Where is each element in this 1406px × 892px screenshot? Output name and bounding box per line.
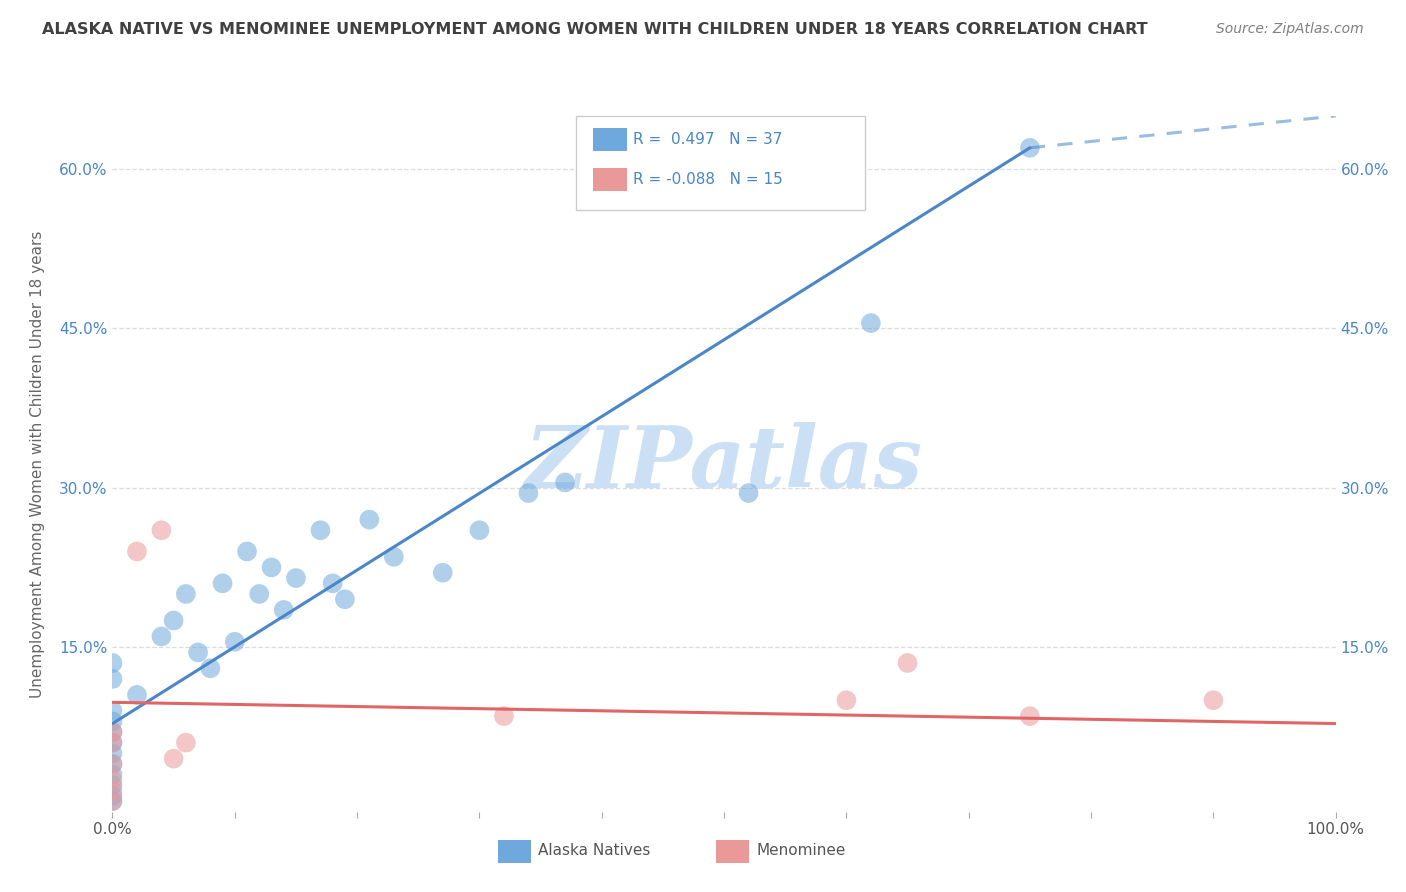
Point [211,576,233,591]
Point [382,549,405,564]
Point [432,566,454,580]
Point [1018,141,1040,155]
Point [101,756,124,771]
Point [1202,693,1225,707]
Text: Source: ZipAtlas.com: Source: ZipAtlas.com [1216,22,1364,37]
Point [150,523,173,537]
Point [101,725,124,739]
Text: ALASKA NATIVE VS MENOMINEE UNEMPLOYMENT AMONG WOMEN WITH CHILDREN UNDER 18 YEARS: ALASKA NATIVE VS MENOMINEE UNEMPLOYMENT … [42,22,1147,37]
Point [101,772,124,787]
Point [101,672,124,686]
Point [174,587,197,601]
Point [101,756,124,771]
Point [174,736,197,750]
Point [224,634,246,648]
Point [737,486,759,500]
Point [236,544,259,558]
Point [101,794,124,808]
Point [309,523,332,537]
Point [859,316,882,330]
Point [247,587,270,601]
Point [492,709,515,723]
Point [101,783,124,797]
Point [101,789,124,803]
Point [101,725,124,739]
Point [101,736,124,750]
Point [260,560,283,574]
Point [101,778,124,792]
Point [359,513,381,527]
Text: ZIPatlas: ZIPatlas [524,422,924,506]
Text: Alaska Natives: Alaska Natives [538,843,651,857]
Point [835,693,858,707]
Point [150,630,173,644]
Point [517,486,540,500]
Point [101,767,124,781]
Text: R = -0.088   N = 15: R = -0.088 N = 15 [633,172,783,186]
Point [101,656,124,670]
Point [468,523,491,537]
Point [163,751,186,765]
Point [322,576,344,591]
Point [101,736,124,750]
Point [273,603,295,617]
Point [101,704,124,718]
Point [187,645,209,659]
Text: R =  0.497   N = 37: R = 0.497 N = 37 [633,132,782,146]
Point [333,592,356,607]
Point [200,661,222,675]
Point [1018,709,1040,723]
Text: Menominee: Menominee [756,843,846,857]
Point [101,747,124,761]
Point [897,656,920,670]
Point [284,571,308,585]
Point [101,714,124,729]
Point [101,794,124,808]
Point [163,614,186,628]
Point [125,544,148,558]
Point [554,475,576,490]
Y-axis label: Unemployment Among Women with Children Under 18 years: Unemployment Among Women with Children U… [31,230,45,698]
Point [125,688,148,702]
